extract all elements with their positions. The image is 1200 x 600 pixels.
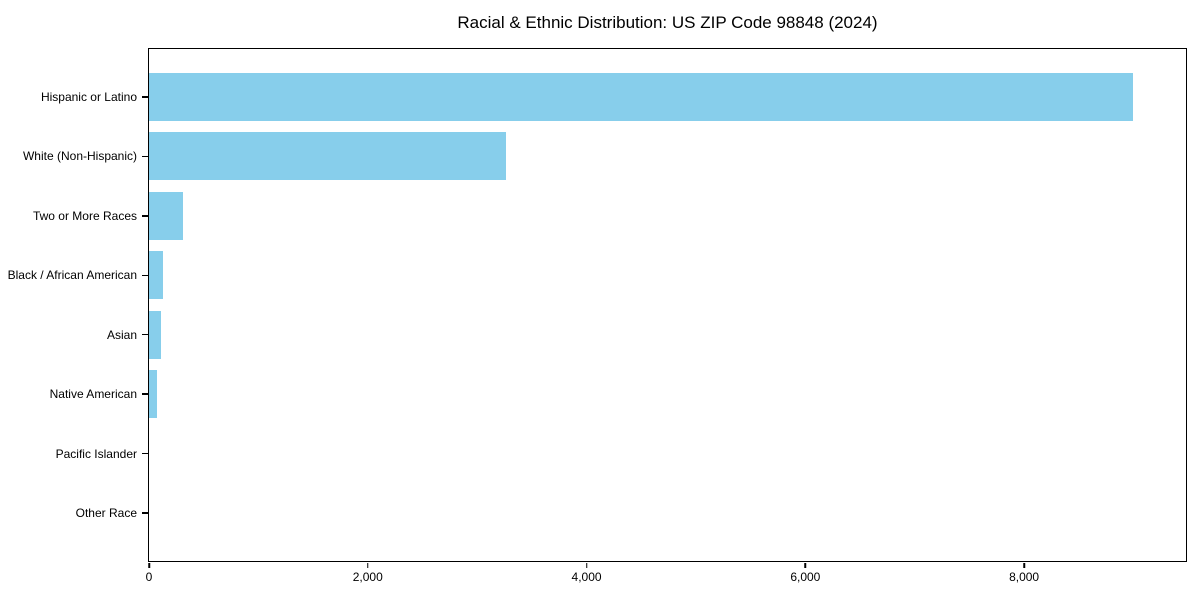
y-axis-label: Pacific Islander [55, 446, 137, 461]
bar [149, 73, 1134, 121]
bar-row: Black / African American [8, 251, 1186, 300]
bar [149, 370, 158, 419]
bar [149, 310, 162, 359]
bar-row: Hispanic or Latino [41, 73, 1186, 121]
y-axis-tick [141, 452, 148, 455]
x-tick-mark [148, 562, 150, 568]
x-tick-mark [367, 562, 369, 568]
y-axis-label: Native American [49, 387, 137, 402]
chart-title: Racial & Ethnic Distribution: US ZIP Cod… [457, 13, 878, 32]
x-tick-label: 0 [145, 570, 153, 584]
bar-row: Pacific Islander [56, 430, 1186, 478]
y-axis-label: Two or More Races [32, 208, 137, 223]
bar-row: Two or More Races [33, 191, 1186, 240]
bar-row: Native American [50, 370, 1186, 419]
y-axis-tick [141, 96, 148, 98]
y-axis-label: White (Non-Hispanic) [22, 149, 137, 164]
y-axis-tick [141, 333, 148, 336]
x-axis: 0 2,000 4,000 6,000 8,000 [145, 561, 1186, 591]
y-axis-label: Black / African American [7, 268, 137, 283]
x-tick-mark [1023, 562, 1025, 568]
bar [149, 251, 163, 300]
x-tick-mark [585, 562, 588, 568]
y-axis-tick [141, 393, 148, 395]
x-tick-label: 6,000 [790, 570, 821, 584]
y-axis-tick [141, 155, 148, 158]
y-axis-label: Other Race [75, 505, 137, 520]
bar [149, 191, 183, 240]
x-tick-mark [804, 562, 807, 568]
y-axis-tick [141, 215, 148, 217]
plot-area: Hispanic or Latino White (Non-Hispanic) Tw… [8, 48, 1187, 584]
x-tick-label: 4,000 [571, 570, 602, 584]
bar-row: Other Race [76, 489, 1186, 537]
bar-row: Asian [107, 310, 1186, 359]
bar-row: White (Non-Hispanic) [23, 132, 1186, 181]
bars-container: Hispanic or Latino White (Non-Hispanic) Tw… [8, 73, 1186, 537]
y-axis-label: Asian [106, 327, 137, 342]
x-tick-label: 2,000 [352, 570, 383, 584]
y-axis-tick [141, 512, 148, 514]
bar [149, 132, 506, 181]
y-axis-tick [141, 274, 148, 277]
x-tick-label: 8,000 [1009, 570, 1040, 584]
y-axis-label: Hispanic or Latino [40, 90, 137, 104]
